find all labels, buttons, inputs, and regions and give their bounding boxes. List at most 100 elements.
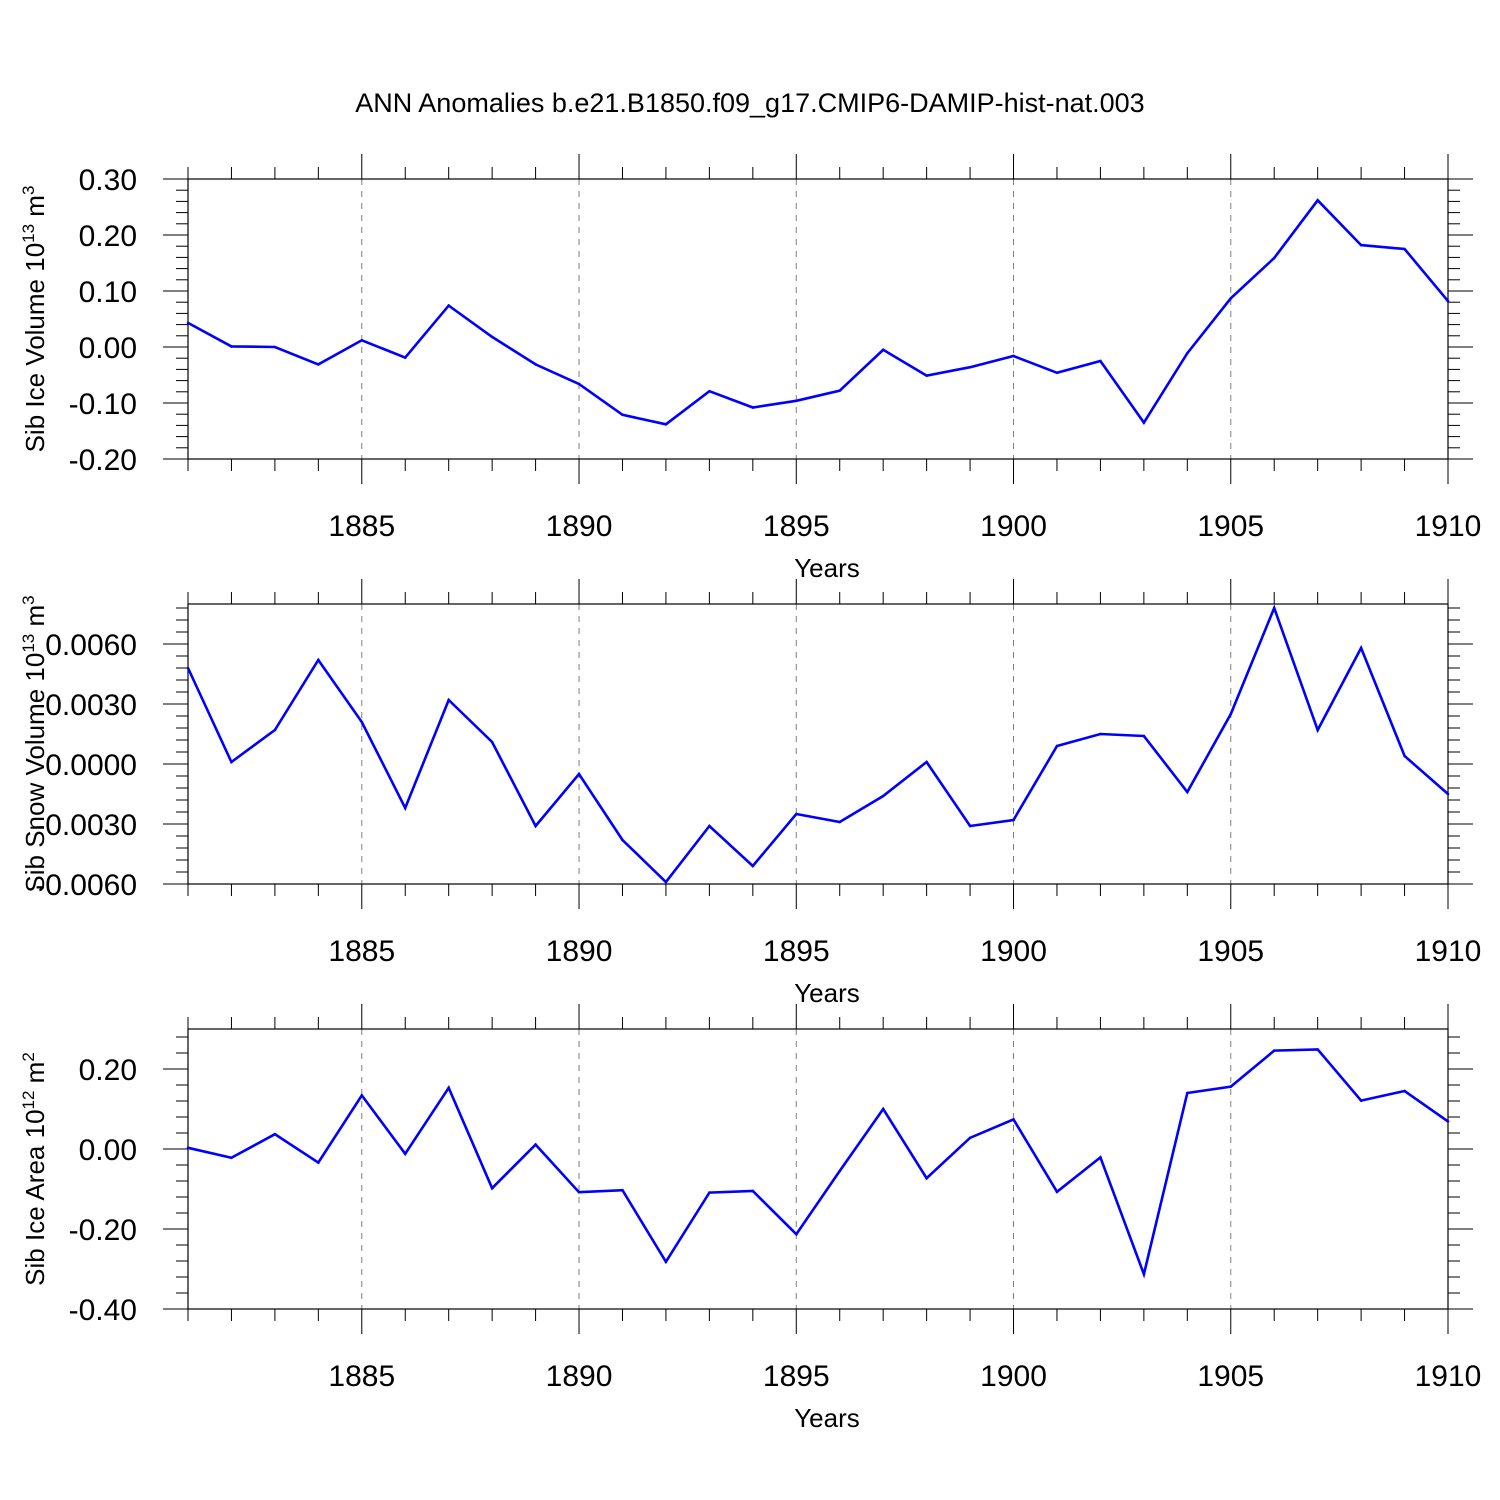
data-point bbox=[230, 1156, 233, 1160]
data-point bbox=[186, 321, 190, 325]
y-axis-label-exponent: 13 bbox=[19, 634, 38, 653]
x-tick-label: 1890 bbox=[546, 935, 613, 968]
data-point bbox=[881, 1107, 885, 1111]
data-point bbox=[273, 345, 277, 349]
data-point bbox=[1403, 754, 1406, 758]
data-point bbox=[1099, 732, 1102, 736]
y-tick-label: 0.20 bbox=[79, 220, 137, 253]
data-point bbox=[1316, 728, 1319, 732]
series-line-sib-ice-volume bbox=[187, 198, 1449, 426]
x-tick-label: 1900 bbox=[980, 510, 1047, 543]
y-axis-label-exponent: 12 bbox=[19, 1091, 38, 1110]
y-tick-label: -0.20 bbox=[69, 444, 137, 477]
data-point bbox=[317, 1161, 320, 1164]
data-point bbox=[1359, 646, 1363, 650]
x-tick-label: 1905 bbox=[1197, 1360, 1264, 1393]
data-point bbox=[1142, 421, 1146, 424]
data-point bbox=[577, 772, 581, 776]
x-tick-label: 1885 bbox=[328, 510, 395, 543]
x-tick-label: 1910 bbox=[1415, 510, 1482, 543]
data-point bbox=[490, 335, 494, 339]
data-point bbox=[751, 406, 755, 409]
data-point bbox=[534, 1143, 537, 1146]
data-point bbox=[1099, 1156, 1102, 1159]
data-point bbox=[1012, 354, 1015, 358]
y-axis-label-unit-exponent: 3 bbox=[19, 595, 38, 604]
data-point bbox=[794, 399, 798, 403]
data-point bbox=[708, 389, 711, 393]
y-tick-label: -0.0060 bbox=[35, 869, 137, 902]
x-tick-label: 1885 bbox=[328, 935, 395, 968]
y-tick-label: -0.0030 bbox=[35, 809, 137, 842]
data-point bbox=[1272, 1049, 1276, 1052]
series-line-sib-ice-area bbox=[187, 1048, 1449, 1279]
data-point bbox=[1359, 243, 1363, 247]
data-point bbox=[1055, 371, 1059, 375]
data-point bbox=[968, 824, 972, 828]
y-tick-label: 0.10 bbox=[79, 276, 137, 309]
data-point bbox=[490, 1186, 494, 1190]
chart-title: ANN Anomalies b.e21.B1850.f09_g17.CMIP6-… bbox=[355, 88, 1145, 118]
x-axis-label: Years bbox=[794, 553, 860, 583]
data-point bbox=[708, 1191, 711, 1194]
x-tick-label: 1910 bbox=[1415, 1360, 1482, 1393]
data-point bbox=[621, 413, 624, 417]
plot-frame bbox=[187, 603, 1449, 885]
x-tick-label: 1895 bbox=[763, 510, 830, 543]
data-point bbox=[1186, 790, 1189, 794]
y-tick-label: 0.0060 bbox=[45, 629, 137, 662]
data-point bbox=[838, 389, 842, 392]
y-axis-label-exponent: 13 bbox=[19, 224, 38, 243]
data-point bbox=[360, 720, 364, 724]
data-point bbox=[1446, 1120, 1450, 1123]
data-point bbox=[1403, 247, 1406, 251]
y-tick-label: 0.0030 bbox=[45, 689, 137, 722]
data-point bbox=[925, 760, 928, 764]
data-point bbox=[230, 345, 233, 348]
y-axis-label-text: Sib Ice Area 10 bbox=[20, 1109, 50, 1285]
y-tick-label: -0.10 bbox=[69, 388, 137, 421]
data-point bbox=[1012, 818, 1015, 822]
data-point bbox=[968, 365, 972, 369]
y-tick-label: 0.00 bbox=[79, 1134, 137, 1167]
data-point bbox=[534, 824, 537, 828]
data-point bbox=[447, 1086, 450, 1090]
panel-sib-ice-volume: 1885 1890 1895 1900 1905 1910 Years -0.20 -0.10 0… bbox=[19, 154, 1481, 583]
data-point bbox=[1186, 1091, 1189, 1095]
data-point bbox=[360, 1094, 364, 1097]
data-point bbox=[838, 1169, 842, 1173]
data-point bbox=[1272, 256, 1276, 260]
x-tick-label: 1910 bbox=[1415, 935, 1482, 968]
data-point bbox=[447, 304, 450, 307]
y-tick-label: -0.40 bbox=[69, 1294, 137, 1327]
x-axis-label: Years bbox=[794, 1403, 860, 1433]
x-tick-label: 1890 bbox=[546, 510, 613, 543]
data-point bbox=[186, 1146, 190, 1150]
data-point bbox=[403, 1152, 407, 1156]
x-tick-label: 1900 bbox=[980, 935, 1047, 968]
data-point bbox=[1316, 198, 1319, 202]
x-tick-label: 1895 bbox=[763, 1360, 830, 1393]
y-axis-label-text: Sib Ice Volume 10 bbox=[20, 243, 50, 453]
x-tick-label: 1885 bbox=[328, 1360, 395, 1393]
x-tick-label: 1895 bbox=[763, 935, 830, 968]
data-point bbox=[1446, 299, 1450, 303]
data-point bbox=[794, 812, 798, 816]
data-point bbox=[317, 363, 320, 366]
data-point bbox=[881, 794, 885, 798]
plot-frame bbox=[187, 1028, 1449, 1310]
plot-frame bbox=[187, 178, 1449, 460]
data-point bbox=[230, 760, 233, 764]
y-tick-label: 0.30 bbox=[79, 164, 137, 197]
data-point bbox=[881, 348, 885, 352]
data-point bbox=[838, 820, 842, 824]
y-axis-label-unit-exponent: 3 bbox=[19, 186, 38, 195]
data-point bbox=[1142, 1272, 1146, 1276]
data-point bbox=[1229, 712, 1233, 716]
data-point bbox=[577, 382, 581, 386]
data-point bbox=[1142, 734, 1146, 738]
data-point bbox=[1055, 744, 1059, 748]
y-axis-label-unit-exponent: 2 bbox=[19, 1052, 38, 1061]
y-tick-label: 0.20 bbox=[79, 1054, 137, 1087]
